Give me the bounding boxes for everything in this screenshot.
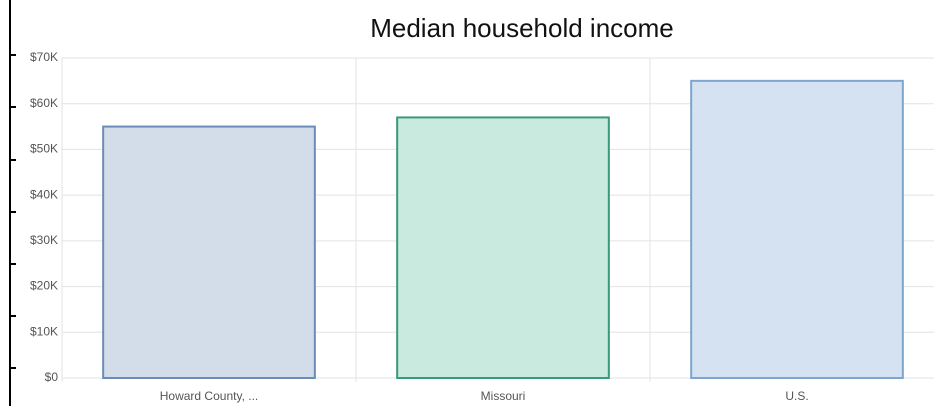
x-tick-label: U.S. [785, 389, 808, 403]
y-tick-label: $30K [30, 233, 58, 247]
bar [396, 116, 610, 380]
x-tick-label: Howard County, ... [160, 389, 258, 403]
bar [690, 79, 904, 379]
bar [102, 125, 316, 379]
y-tick-label: $60K [30, 96, 58, 110]
side-frame [9, 0, 16, 406]
y-tick-label: $20K [30, 279, 58, 293]
y-tick-label: $10K [30, 324, 58, 338]
y-tick-label: $0 [45, 370, 59, 384]
y-tick-label: $40K [30, 187, 58, 201]
y-tick-label: $50K [30, 142, 58, 156]
chart-title: Median household income [370, 13, 674, 43]
y-tick-label: $70K [30, 50, 58, 64]
x-tick-label: Missouri [481, 389, 526, 403]
